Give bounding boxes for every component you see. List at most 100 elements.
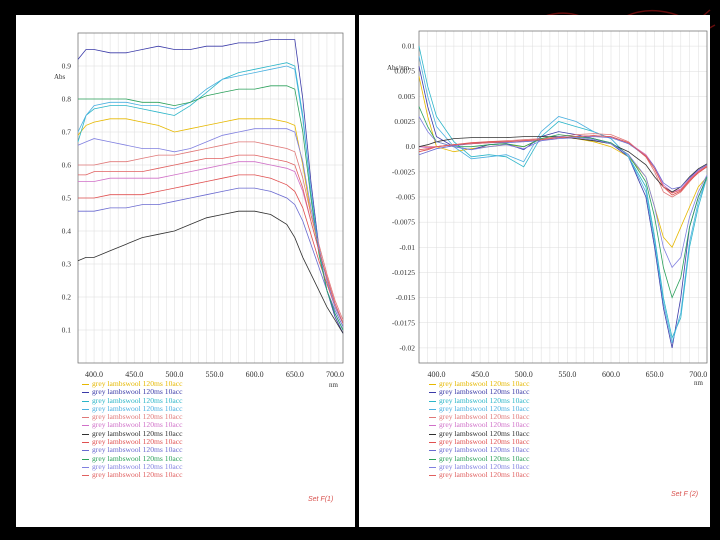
x-tick-label: 450.0 — [471, 370, 489, 379]
legend-entry: grey lambswool 120ms 10acc — [429, 388, 529, 396]
scanned-sheet-left: 0.9 0.8 0.7 0.6 0.5 0.4 0.3 0.2 0.1 400.0 450.0 500… — [16, 15, 355, 527]
chart-legend: grey lambswool 120ms 10acc grey lambswool… — [429, 379, 530, 480]
legend-entry: grey lambswool 120ms 10acc — [429, 395, 530, 405]
y-tick-label: -0.01 — [399, 243, 415, 252]
legend-entry: grey lambswool 120ms 10acc — [429, 453, 530, 463]
y-tick-label: 0.0 — [406, 142, 416, 151]
legend-entry: grey lambswool 120ms 10acc — [429, 446, 529, 454]
legend-entry: grey lambswool 120ms 10acc — [429, 413, 529, 421]
legend-swatch — [82, 442, 89, 444]
legend-entry: grey lambswool 120ms 10acc — [429, 379, 529, 388]
legend-entry: grey lambswool 120ms 10acc — [82, 413, 182, 421]
y-tick-label: 0.1 — [62, 326, 72, 335]
legend-swatch — [429, 384, 436, 385]
legend-swatch — [82, 384, 89, 385]
legend-entry: grey lambswool 120ms 10acc — [429, 429, 529, 438]
series-line — [418, 136, 708, 190]
legend-swatch — [82, 392, 89, 394]
legend-entry: grey lambswool 120ms 10acc — [82, 403, 183, 413]
x-tick-label: 600.0 — [602, 370, 620, 379]
series-line — [77, 128, 344, 324]
legend-entry: grey lambswool 120ms 10acc — [82, 379, 183, 388]
legend-entry: grey lambswool 120ms 10acc — [82, 437, 182, 446]
legend-entry: grey lambswool 120ms 10acc — [429, 403, 530, 413]
legend-swatch — [429, 400, 436, 402]
series-line — [77, 65, 344, 331]
legend-entry: grey lambswool 120ms 10acc — [82, 453, 183, 463]
set-annotation: Set F (2) — [671, 491, 699, 498]
legend-entry: grey lambswool 120ms 10acc — [82, 461, 183, 471]
legend-swatch — [429, 475, 436, 477]
series-line — [418, 76, 708, 249]
legend-label: grey lambswool 120ms 10acc — [92, 420, 183, 430]
x-tick-label: 550.0 — [558, 370, 576, 379]
legend-swatch — [429, 458, 436, 460]
legend-swatch — [82, 408, 89, 410]
set-annotation: Set F(1) — [308, 496, 334, 503]
legend-label: grey lambswool 120ms 10acc — [92, 387, 183, 397]
legend-label: grey lambswool 120ms 10acc — [92, 453, 183, 463]
x-tick-label: 450.0 — [125, 370, 143, 379]
y-tick-label: 0.8 — [62, 95, 72, 104]
legend-label: grey lambswool 120ms 10acc — [439, 395, 530, 405]
legend-label: grey lambswool 120ms 10acc — [439, 437, 530, 447]
derivative-chart: 0.01 0.0075 0.005 0.0025 0.0 -0.0025 -0.005 -0.… — [387, 30, 708, 387]
x-tick-label: 600.0 — [246, 370, 264, 379]
y-tick-label: -0.0025 — [392, 167, 415, 176]
legend-swatch — [429, 417, 436, 419]
legend-entry: grey lambswool 120ms 10acc — [82, 388, 182, 396]
x-tick-label: 700.0 — [326, 370, 344, 379]
legend-entry: grey lambswool 120ms 10acc — [82, 396, 182, 405]
y-tick-label: 0.01 — [402, 42, 415, 51]
legend-swatch — [429, 425, 436, 427]
legend-label: grey lambswool 120ms 10acc — [92, 379, 183, 388]
y-tick-label: 0.0075 — [394, 67, 415, 76]
x-tick-label: 700.0 — [689, 370, 707, 379]
y-tick-label: -0.0175 — [392, 318, 415, 327]
y-tick-label: 0.6 — [62, 161, 72, 170]
y-axis-label: Abs/nm — [387, 64, 410, 72]
y-tick-label: -0.0125 — [392, 268, 415, 277]
series-line — [78, 174, 344, 324]
legend-label: grey lambswool 120ms 10acc — [439, 470, 530, 480]
legend-swatch — [82, 450, 89, 452]
x-tick-label: 400.0 — [85, 370, 103, 379]
y-tick-label: -0.02 — [399, 343, 415, 352]
legend-label: grey lambswool 120ms 10acc — [439, 403, 530, 413]
legend-entry: grey lambswool 120ms 10acc — [429, 421, 529, 429]
y-tick-label: 0.5 — [62, 194, 72, 203]
legend-swatch — [82, 458, 89, 460]
legend-label: grey lambswool 120ms 10acc — [439, 412, 530, 422]
legend-swatch — [429, 433, 436, 435]
legend-label: grey lambswool 120ms 10acc — [439, 453, 530, 463]
legend-label: grey lambswool 120ms 10acc — [92, 461, 183, 471]
series-line — [78, 187, 344, 327]
y-tick-label: -0.015 — [396, 293, 416, 302]
y-tick-label: 0.005 — [398, 92, 415, 101]
legend-label: grey lambswool 120ms 10acc — [92, 428, 183, 438]
x-tick-label: 550.0 — [206, 370, 224, 379]
series-line — [77, 210, 344, 334]
legend-entry: grey lambswool 120ms 10acc — [82, 421, 182, 429]
x-tick-label: 500.0 — [515, 370, 533, 379]
x-axis-label: nm — [329, 381, 339, 389]
plot-frame — [418, 30, 708, 364]
legend-swatch — [429, 408, 436, 410]
legend-label: grey lambswool 120ms 10acc — [439, 461, 530, 471]
y-tick-label: 0.4 — [62, 227, 72, 236]
series-line — [77, 39, 344, 334]
series-line — [77, 118, 344, 324]
legend-swatch — [82, 475, 89, 477]
legend-entry: grey lambswool 120ms 10acc — [429, 471, 529, 479]
legend-label: grey lambswool 120ms 10acc — [92, 412, 183, 422]
y-tick-label: -0.005 — [396, 193, 416, 202]
absorbance-chart: 0.9 0.8 0.7 0.6 0.5 0.4 0.3 0.2 0.1 400.0 450.0 500… — [54, 32, 344, 389]
legend-label: grey lambswool 120ms 10acc — [92, 403, 183, 413]
legend-swatch — [82, 400, 89, 402]
y-tick-label: 0.7 — [62, 128, 72, 137]
legend-label: grey lambswool 120ms 10acc — [439, 445, 530, 455]
legend-label: grey lambswool 120ms 10acc — [439, 387, 530, 397]
y-tick-label: 0.2 — [62, 293, 72, 302]
legend-swatch — [429, 442, 436, 444]
y-tick-label: -0.0075 — [392, 218, 415, 227]
